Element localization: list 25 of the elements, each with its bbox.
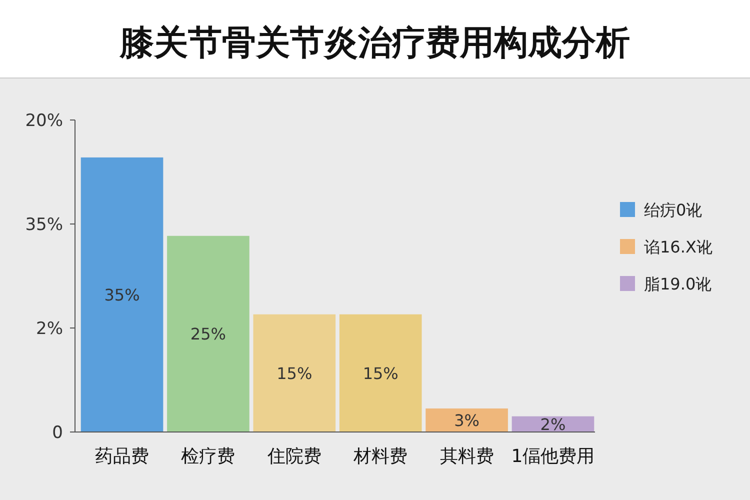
- x-tick-label: 1偪他费用: [511, 446, 595, 467]
- x-tick-label: 药品费: [95, 446, 150, 467]
- data-label: 25%: [190, 324, 226, 344]
- data-label: 15%: [362, 364, 398, 383]
- x-tick-label: 其料费: [440, 446, 494, 467]
- bar: [339, 314, 422, 432]
- x-tick-label: 材料费: [352, 446, 408, 467]
- x-tick-label: 检疗费: [181, 446, 236, 467]
- x-tick-label: 住院费: [266, 446, 322, 467]
- bar: [80, 157, 164, 432]
- legend-label: 脂19.0讹: [644, 274, 712, 294]
- text: 35%: [25, 214, 63, 235]
- text: 2%: [36, 318, 63, 339]
- legend-label: 谄16.X讹: [644, 238, 712, 257]
- text: 0: [52, 422, 63, 443]
- data-label: 35%: [104, 285, 140, 304]
- bar: [426, 408, 508, 432]
- chart-title: 膝关节骨关节炎治疗费用构成分析: [119, 23, 630, 63]
- bar: [167, 236, 250, 432]
- data-label: 15%: [276, 364, 312, 383]
- text: 20%: [25, 110, 63, 131]
- legend-label: 绐疠0讹: [644, 200, 702, 220]
- data-label: 2%: [540, 414, 566, 434]
- data-label: 3%: [454, 410, 480, 430]
- bar: [253, 314, 336, 432]
